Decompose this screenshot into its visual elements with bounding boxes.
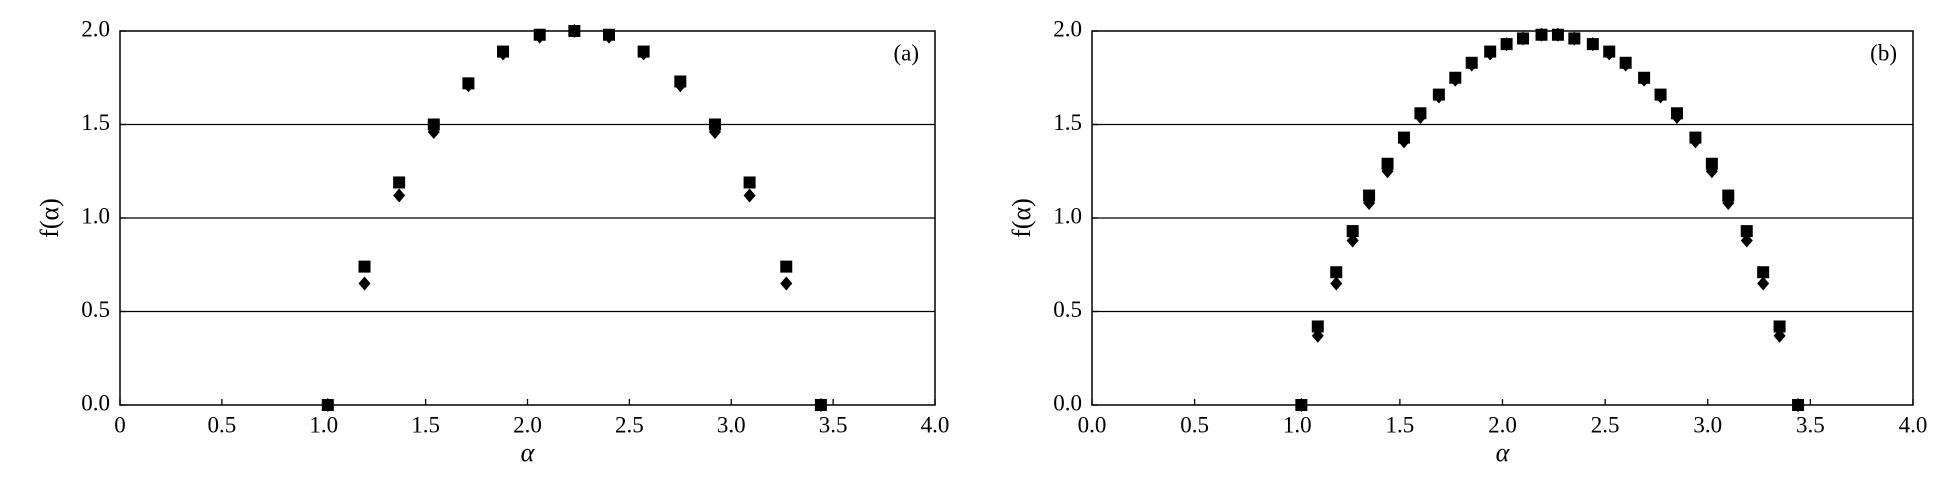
diamond-point	[462, 78, 475, 93]
x-tick-label: 3.0	[1693, 412, 1722, 437]
x-tick-label: 4.0	[1899, 412, 1928, 437]
diamond-point	[1465, 57, 1478, 72]
diamond-point	[1603, 46, 1616, 61]
diamond-point	[1638, 72, 1651, 87]
diamond-point	[708, 124, 721, 139]
x-tick-label: 0	[114, 412, 126, 437]
y-tick-label: 1.0	[1053, 203, 1082, 228]
x-tick-label: 3.5	[1796, 412, 1825, 437]
x-tick-label: 3.5	[819, 412, 848, 437]
x-axis-label: α	[521, 438, 536, 467]
square-point	[1705, 157, 1718, 170]
annotation: (a)	[893, 40, 919, 65]
square-point	[743, 176, 756, 189]
diamond-point	[1689, 134, 1702, 149]
x-tick-label: 2.5	[615, 412, 644, 437]
square-point	[1363, 189, 1376, 202]
square-point	[427, 118, 440, 131]
diamond-point	[1363, 196, 1376, 211]
diamond-point	[814, 398, 827, 412]
diamond-point	[321, 398, 334, 412]
x-tick-label: 2.0	[513, 412, 542, 437]
plot-frame	[1091, 30, 1914, 406]
diamond-point	[1414, 110, 1427, 125]
diamond-point	[1586, 37, 1599, 52]
diamond-point	[427, 124, 440, 139]
x-axis-label: α	[1496, 438, 1511, 467]
x-tick-label: 0.5	[208, 412, 237, 437]
y-tick-label: 1.0	[81, 203, 110, 228]
x-tick-label: 3.0	[717, 412, 746, 437]
diamond-point	[637, 46, 650, 61]
diamond-point	[603, 29, 615, 44]
diamond-point	[1757, 276, 1770, 291]
diamond-point	[568, 24, 581, 38]
square-point	[1311, 320, 1324, 333]
diamond-point	[1792, 398, 1805, 412]
diamond-point	[1500, 37, 1513, 52]
y-tick-label: 0.5	[1053, 297, 1082, 322]
diamond-point	[743, 188, 756, 203]
diamond-point	[1449, 72, 1462, 87]
square-point	[1346, 225, 1359, 238]
x-tick-label: 0.5	[1180, 412, 1209, 437]
diamond-point	[674, 78, 687, 93]
x-tick-label: 1.0	[1283, 412, 1312, 437]
square-point	[358, 260, 371, 273]
diamond-point	[1484, 46, 1497, 61]
diamond-point	[1705, 164, 1718, 179]
y-tick-label: 1.5	[81, 110, 110, 135]
x-tick-label: 2.5	[1591, 412, 1620, 437]
diamond-point	[497, 46, 510, 61]
square-point	[708, 118, 721, 131]
y-tick-label: 1.5	[1053, 110, 1082, 135]
y-axis-label: f(α)	[35, 198, 64, 238]
square-point	[1381, 157, 1394, 170]
diamond-point	[1535, 27, 1548, 42]
square-point	[1740, 225, 1753, 238]
diamond-point	[1432, 89, 1445, 104]
plot-frame	[119, 30, 936, 406]
diamond-point	[1773, 328, 1786, 343]
diamond-point	[1654, 89, 1667, 104]
diamond-point	[1722, 196, 1735, 211]
x-tick-label: 2.0	[1488, 412, 1517, 437]
x-tick-label: 1.5	[1386, 412, 1415, 437]
square-point	[1330, 266, 1343, 279]
y-tick-label: 0.5	[81, 297, 110, 322]
diamond-point	[358, 276, 371, 291]
y-tick-label: 0.0	[1053, 390, 1082, 415]
diamond-point	[1381, 164, 1394, 179]
diamond-point	[1295, 398, 1308, 412]
diamond-point	[1619, 57, 1632, 72]
diamond-point	[393, 188, 406, 203]
diamond-point	[1551, 27, 1564, 42]
annotation: (b)	[1870, 40, 1897, 65]
diamond-point	[1740, 233, 1753, 248]
y-tick-label: 2.0	[81, 16, 110, 41]
square-point	[780, 260, 793, 273]
square-point	[1757, 266, 1770, 279]
diamond-point	[1397, 134, 1410, 149]
square-point	[1722, 189, 1735, 202]
diamond-point	[533, 29, 546, 44]
diamond-point	[1311, 328, 1324, 343]
y-axis-label: f(α)	[1007, 198, 1036, 238]
diamond-point	[780, 276, 793, 291]
diamond-point	[1517, 31, 1530, 46]
x-tick-label: 4.0	[921, 412, 950, 437]
x-tick-label: 1.5	[411, 412, 440, 437]
x-tick-label: 0.0	[1078, 412, 1107, 437]
diamond-point	[1670, 110, 1683, 125]
y-tick-label: 0.0	[81, 390, 110, 415]
diamond-point	[1330, 276, 1343, 291]
square-point	[1773, 320, 1786, 333]
diamond-point	[1346, 233, 1359, 248]
x-tick-label: 1.0	[309, 412, 338, 437]
square-point	[393, 176, 406, 189]
y-tick-label: 2.0	[1053, 16, 1082, 41]
diamond-point	[1568, 31, 1581, 46]
